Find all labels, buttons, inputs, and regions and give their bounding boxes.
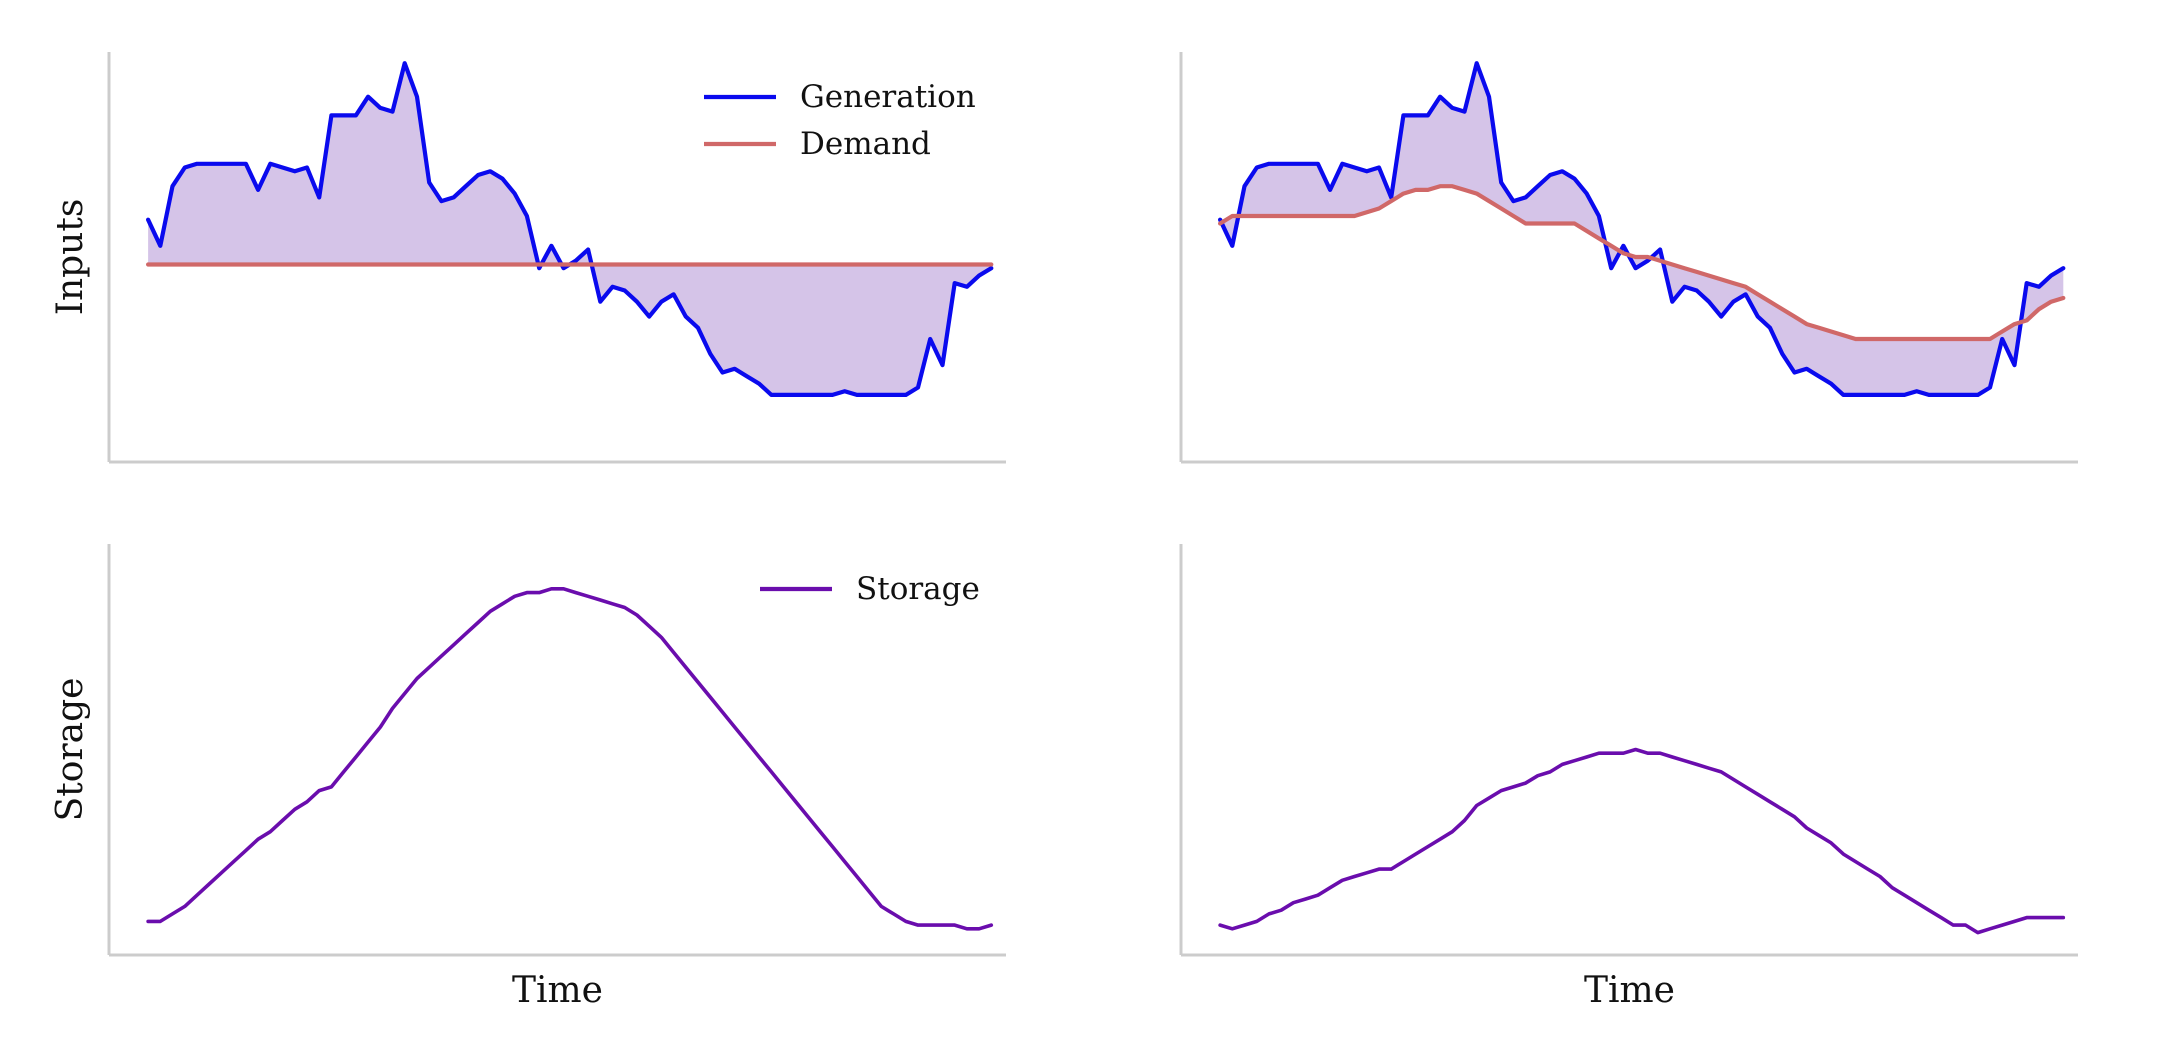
demand-series-line [1217,184,2066,342]
storage-panel-constant-demand: Storage Time Storage [50,544,1006,1011]
x-axis-label: Time [512,970,603,1011]
legend: Generation Demand [704,79,976,162]
x-axis-label: Time [1584,970,1675,1011]
y-axis-label: Storage [50,678,91,822]
generation-series-line [1217,61,2066,397]
legend-label-storage: Storage [856,571,980,607]
inputs-panel-variable-demand [1179,52,2078,464]
storage-series-line [1218,747,2066,935]
inputs-panel-constant-demand: Inputs Generation Demand [50,52,1006,464]
storage-panel-variable-demand: Time [1179,544,2078,1011]
storage-series-line [146,586,994,931]
legend: Storage [760,571,980,607]
legend-label-demand: Demand [800,126,931,162]
surplus-deficit-fill [148,63,992,395]
legend-label-generation: Generation [800,79,976,115]
y-axis-label: Inputs [50,199,91,316]
surplus-deficit-fill [1220,63,2064,395]
